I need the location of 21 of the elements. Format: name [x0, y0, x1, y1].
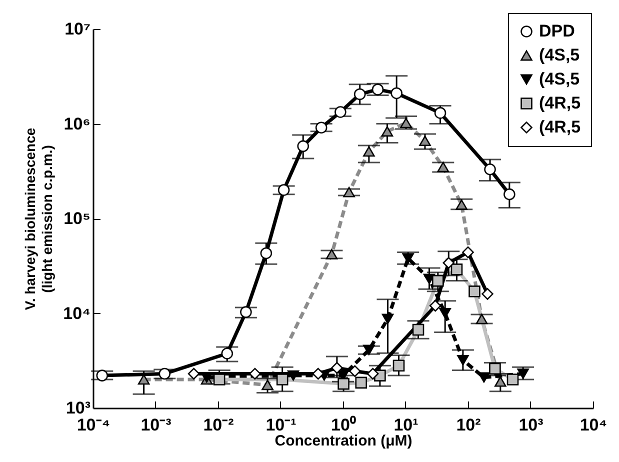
- x-tick-label: 10⁻³: [140, 416, 172, 434]
- y-tick-label: 10³: [66, 398, 91, 418]
- y-tick-label: 10⁵: [64, 209, 90, 228]
- legend-label: DPD: [539, 22, 575, 40]
- x-tick-label: 10⁰: [331, 416, 356, 434]
- legend-label: (4S,5: [539, 70, 580, 88]
- y-tick-label: 10⁶: [64, 114, 90, 134]
- legend-label: (4S,5: [539, 46, 580, 64]
- x-tick-label: 10¹: [394, 416, 419, 434]
- legend-label: (4R,5: [539, 94, 581, 112]
- y-tick-label: 10⁷: [64, 20, 90, 38]
- x-tick-label: 10³: [518, 416, 544, 434]
- x-tick-label: 10⁻²: [203, 416, 234, 434]
- x-tick-label: 10⁻¹: [266, 416, 297, 434]
- x-tick-label: 10⁻⁴: [76, 416, 110, 434]
- y-axis-title: V. harveyi bioluminescence (light emission c.p.m.): [22, 128, 56, 310]
- x-axis-title: Concentration (μM): [274, 432, 412, 450]
- x-tick-label: 10⁴: [580, 416, 608, 434]
- x-tick-label: 10²: [456, 416, 482, 434]
- y-tick-label: 10⁴: [63, 304, 90, 323]
- legend-label: (4R,5: [539, 118, 581, 136]
